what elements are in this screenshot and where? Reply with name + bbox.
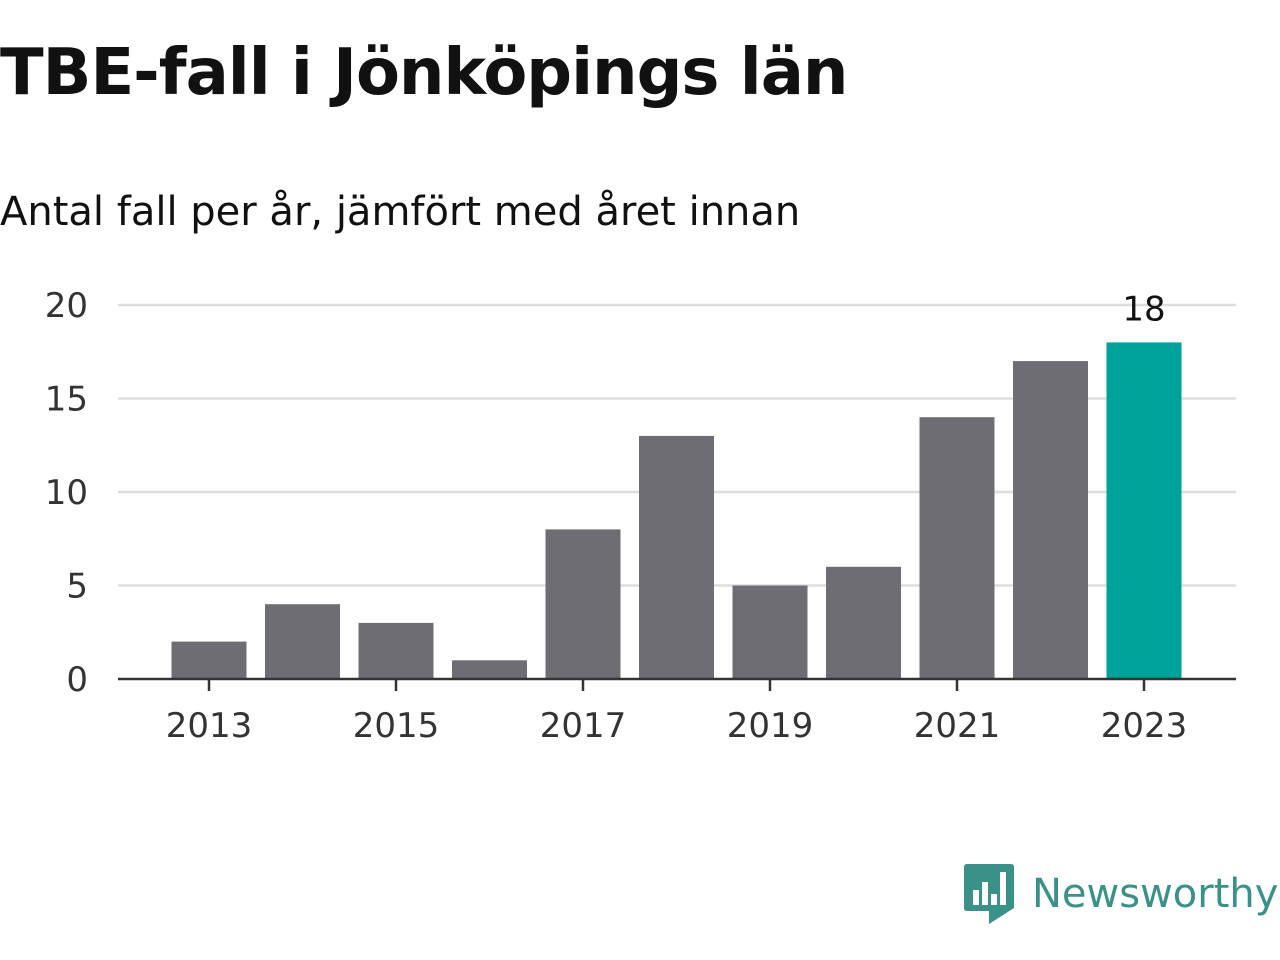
data-labels: 18 xyxy=(1122,289,1165,329)
y-axis-ticks: 0 5 10 15 20 xyxy=(45,286,88,700)
y-tick-label: 20 xyxy=(45,286,88,326)
bars xyxy=(171,342,1182,679)
bar-chart: 0 5 10 15 20 2013 2015 2017 2019 2021 2023 18 xyxy=(45,286,1236,746)
y-tick-label: 5 xyxy=(66,567,88,607)
brand-logo: Newsworthy xyxy=(964,864,1278,924)
x-tick-label: 2019 xyxy=(727,706,814,746)
x-axis-ticks: 2013 2015 2017 2019 2021 2023 xyxy=(166,679,1188,746)
y-tick-label: 15 xyxy=(45,380,88,420)
bar-2013 xyxy=(171,641,247,679)
bar-2015 xyxy=(358,622,434,679)
y-tick-label: 10 xyxy=(45,473,88,513)
bar-2018 xyxy=(639,435,714,679)
newsworthy-logo-icon xyxy=(964,864,1014,924)
bar-2017 xyxy=(545,529,621,679)
bar-2023 xyxy=(1106,342,1182,679)
chart-subtitle: Antal fall per år, jämfört med året inna… xyxy=(0,189,801,235)
x-tick-label: 2021 xyxy=(914,706,1001,746)
bar-2016 xyxy=(452,660,527,679)
y-tick-label: 0 xyxy=(66,660,88,700)
x-tick-label: 2013 xyxy=(166,706,253,746)
x-tick-label: 2023 xyxy=(1101,706,1188,746)
chart-title: TBE-fall i Jönköpings län xyxy=(0,36,848,110)
data-label-2023: 18 xyxy=(1122,289,1165,329)
x-tick-label: 2017 xyxy=(540,706,627,746)
bar-2020 xyxy=(826,566,901,679)
bar-2019 xyxy=(732,585,808,679)
bar-2014 xyxy=(265,604,340,679)
bar-2022 xyxy=(1013,361,1088,679)
bar-2021 xyxy=(919,417,995,679)
brand-name: Newsworthy xyxy=(1032,871,1279,917)
x-tick-label: 2015 xyxy=(353,706,440,746)
